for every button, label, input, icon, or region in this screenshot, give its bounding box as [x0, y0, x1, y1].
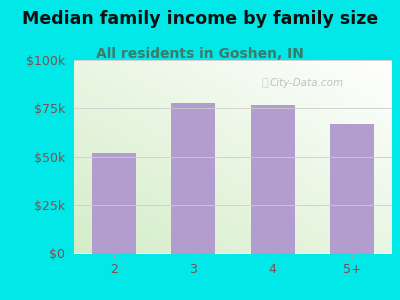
Bar: [330, 124, 374, 254]
Text: All residents in Goshen, IN: All residents in Goshen, IN: [96, 46, 304, 61]
Bar: [251, 104, 295, 254]
Text: City-Data.com: City-Data.com: [269, 78, 343, 88]
Text: ⓘ: ⓘ: [262, 78, 268, 88]
Bar: [171, 103, 215, 254]
Text: Median family income by family size: Median family income by family size: [22, 11, 378, 28]
Bar: [92, 153, 136, 254]
